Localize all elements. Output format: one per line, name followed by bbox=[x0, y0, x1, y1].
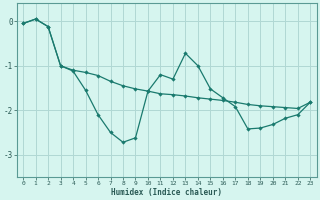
X-axis label: Humidex (Indice chaleur): Humidex (Indice chaleur) bbox=[111, 188, 222, 197]
